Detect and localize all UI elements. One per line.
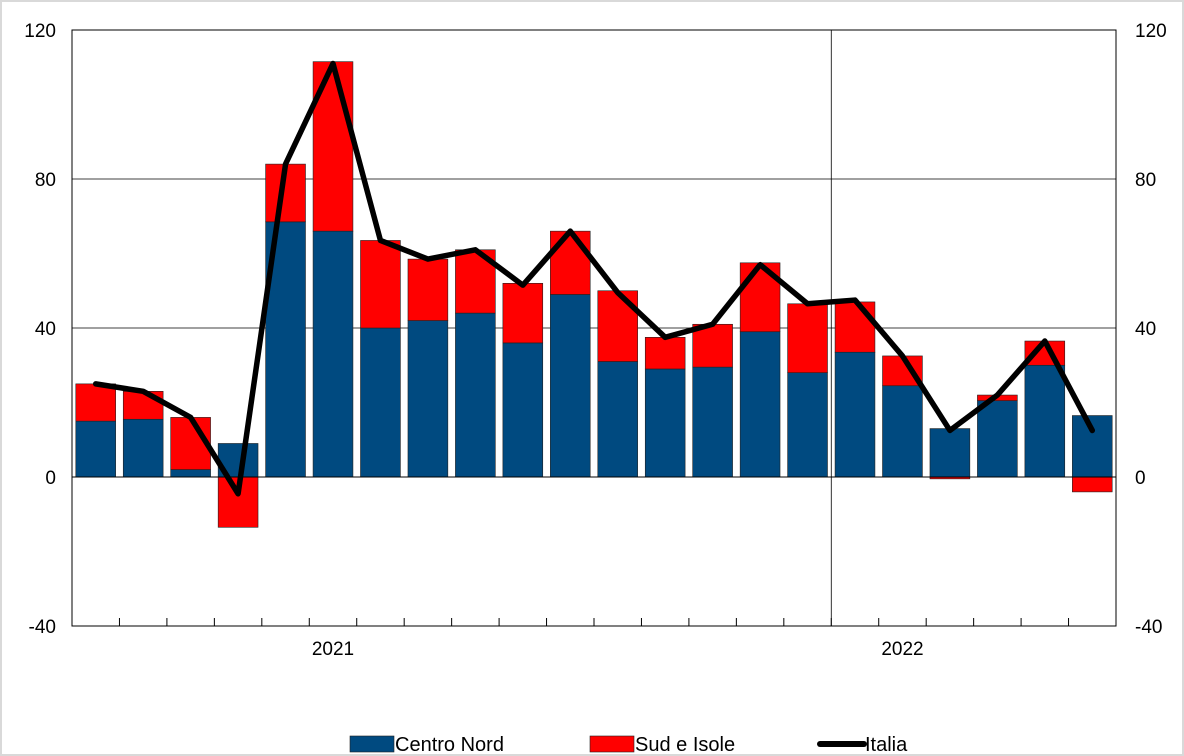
- bar-sud-e-isole-2021-06: [502, 282, 544, 344]
- bar-centro-nord-2021-11: [739, 331, 781, 478]
- y-tick-left-120: 120: [24, 21, 56, 42]
- y-tick-right-0: 0: [1135, 468, 1146, 489]
- bar-centro-nord-2021-09: [644, 368, 686, 478]
- x-tick-label-2021: 2021: [312, 639, 354, 660]
- bar-centro-nord-2022-04: [977, 400, 1018, 478]
- bar-centro-nord-2022-01: [834, 351, 876, 478]
- x-tick-label-2022: 2022: [881, 639, 923, 660]
- legend-swatch: [589, 735, 635, 753]
- legend-label: Italia: [865, 734, 908, 756]
- bar-centro-nord-2021-05: [455, 312, 496, 478]
- bar-sud-e-isole-2021-12: [787, 303, 828, 374]
- bar-sud-e-isole-2020-09: [75, 383, 116, 422]
- bar-centro-nord-2021-06: [502, 342, 544, 478]
- bar-centro-nord-2021-03: [360, 327, 401, 478]
- bar-centro-nord-2021-10: [692, 366, 733, 478]
- bar-centro-nord-2022-02: [882, 385, 923, 478]
- y-tick-left-40: 40: [35, 319, 56, 340]
- legend-label: Sud e Isole: [635, 734, 735, 756]
- bar-sud-e-isole-2020-10: [122, 391, 164, 420]
- bar-centro-nord-2021-12: [787, 372, 828, 478]
- y-tick-right-120: 120: [1135, 21, 1167, 42]
- bar-centro-nord-2022-03: [929, 428, 971, 478]
- y-tick-right-40: 40: [1135, 319, 1156, 340]
- y-tick-left--40: -40: [29, 617, 56, 638]
- legend-label: Centro Nord: [395, 734, 504, 756]
- bar-centro-nord-2020-10: [122, 418, 164, 478]
- legend-item-italia: Italia: [817, 734, 908, 756]
- legend-item-centro-nord: Centro Nord: [349, 734, 504, 756]
- bar-centro-nord-2021-08: [597, 361, 638, 478]
- y-tick-right-80: 80: [1135, 170, 1156, 191]
- bar-sud-e-isole-2022-06: [1072, 476, 1113, 493]
- bar-sud-e-isole-2021-04: [407, 258, 449, 321]
- bar-sud-e-isole-2021-09: [644, 337, 686, 370]
- y-tick-left-80: 80: [35, 170, 56, 191]
- bar-sud-e-isole-2022-01: [834, 301, 876, 353]
- bar-sud-e-isole-2021-07: [550, 230, 591, 295]
- bar-centro-nord-2020-09: [75, 420, 116, 478]
- bar-centro-nord-2021-02: [312, 230, 354, 478]
- legend-item-sud-e-isole: Sud e Isole: [589, 734, 735, 756]
- y-tick-left-0: 0: [45, 468, 56, 489]
- legend-swatch: [349, 735, 395, 753]
- line-italia: [92, 60, 1096, 497]
- bar-centro-nord-2020-11: [170, 469, 211, 478]
- y-tick-right--40: -40: [1135, 617, 1162, 638]
- bar-sud-e-isole-2021-03: [360, 240, 401, 329]
- legend: Centro Nord Sud e Isole Italia: [349, 734, 908, 756]
- bar-centro-nord-2022-05: [1024, 364, 1066, 478]
- bar-sud-e-isole-2021-08: [597, 290, 638, 362]
- bar-centro-nord-2021-07: [550, 294, 591, 478]
- bar-centro-nord-2021-04: [407, 320, 449, 478]
